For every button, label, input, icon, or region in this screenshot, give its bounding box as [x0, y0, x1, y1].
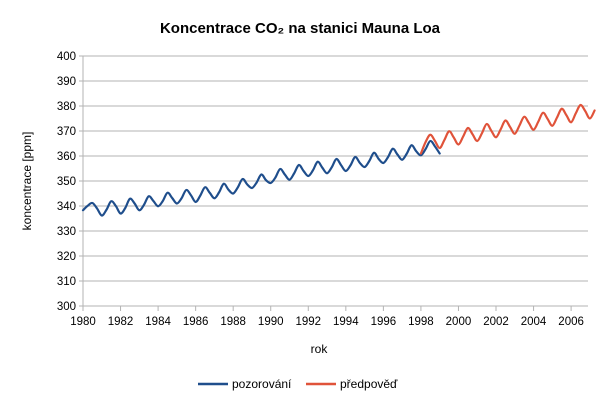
x-axis-label: rok — [311, 342, 329, 356]
y-tick-label: 320 — [57, 251, 76, 263]
x-tick-label: 1986 — [183, 316, 209, 328]
y-tick-label: 370 — [57, 126, 76, 138]
y-tick-label: 380 — [57, 101, 76, 113]
series-lines — [81, 103, 596, 217]
y-tick-label: 400 — [57, 51, 76, 63]
y-tick-label: 310 — [57, 276, 76, 288]
x-tick-label: 1998 — [408, 316, 434, 328]
x-tick-label: 1984 — [145, 316, 171, 328]
y-tick-label: 350 — [57, 176, 76, 188]
y-tick-label: 390 — [57, 76, 76, 88]
chart-title: Koncentrace CO₂ na stanici Mauna Loa — [160, 20, 441, 37]
legend-label: předpověď — [340, 377, 398, 391]
x-tick-labels: 1980 1982 1984 1986 1988 1990 1992 1994 1996 1998… — [70, 316, 584, 328]
x-tick-label: 1982 — [108, 316, 134, 328]
x-tick-label: 2004 — [521, 316, 547, 328]
y-axis-label: koncentrace [ppm] — [20, 132, 34, 231]
x-tick-label: 1992 — [295, 316, 321, 328]
y-tick-labels: 300 310 320 330 340 350 360 370 380 390 400 — [57, 51, 76, 313]
y-tick-label: 300 — [57, 301, 76, 313]
series-line-observed — [81, 139, 441, 217]
legend: pozorování předpověď — [198, 377, 398, 391]
x-tick-label: 1996 — [371, 316, 397, 328]
y-tick-label: 340 — [57, 201, 76, 213]
series-line-forecast — [419, 103, 596, 155]
grid-lines — [83, 55, 588, 307]
axes — [79, 55, 588, 311]
y-tick-label: 360 — [57, 151, 76, 163]
x-tick-label: 1980 — [70, 316, 96, 328]
x-tick-label: 1994 — [333, 316, 359, 328]
x-tick-label: 1988 — [220, 316, 246, 328]
x-tick-label: 2006 — [558, 316, 584, 328]
x-tick-label: 2000 — [446, 316, 472, 328]
x-tick-label: 1990 — [258, 316, 284, 328]
y-tick-label: 330 — [57, 226, 76, 238]
x-tick-label: 2002 — [483, 316, 509, 328]
legend-label: pozorování — [232, 377, 292, 391]
